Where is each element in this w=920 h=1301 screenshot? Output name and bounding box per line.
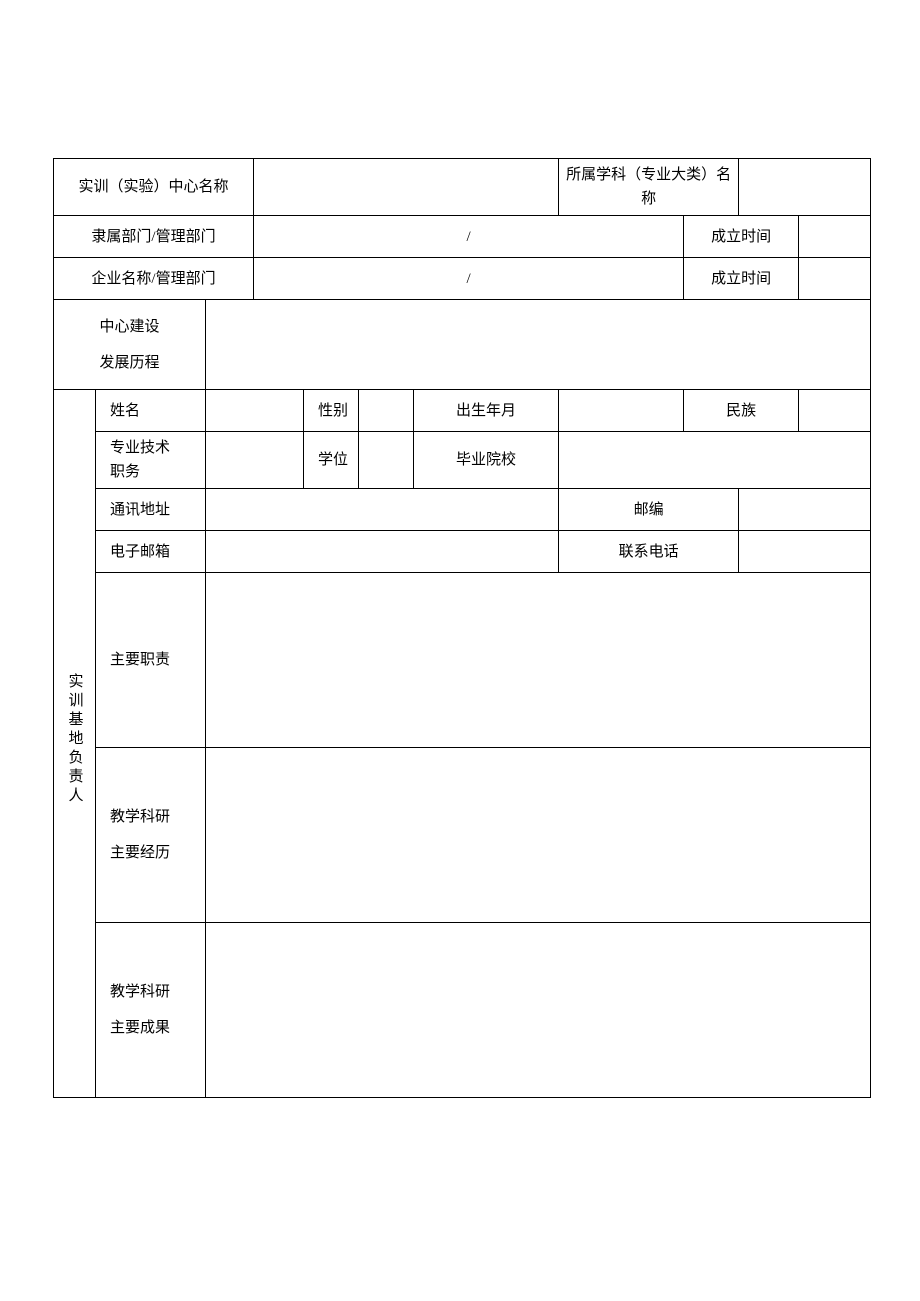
label-phone: 联系电话 xyxy=(559,531,739,573)
label-email: 电子邮箱 xyxy=(96,531,206,573)
label-teach-ach-l2: 主要成果 xyxy=(110,1020,170,1036)
value-address xyxy=(206,489,559,531)
label-establish-time-2: 成立时间 xyxy=(684,258,799,300)
label-teach-exp-l2: 主要经历 xyxy=(110,845,170,861)
value-birth xyxy=(559,390,684,432)
label-teach-exp-l1: 教学科研 xyxy=(110,809,170,825)
value-center-name xyxy=(254,159,559,216)
value-enterprise-name: / xyxy=(254,258,684,300)
label-center-name: 实训（实验）中心名称 xyxy=(54,159,254,216)
row-personal-1: 实训基地负责人 姓名 性别 出生年月 民族 xyxy=(54,390,871,432)
label-degree: 学位 xyxy=(304,432,359,489)
label-ethnicity: 民族 xyxy=(684,390,799,432)
value-teach-exp xyxy=(206,748,871,923)
label-subordinate-dept: 隶属部门/管理部门 xyxy=(54,216,254,258)
row-enterprise-name: 企业名称/管理部门 / 成立时间 xyxy=(54,258,871,300)
label-enterprise-name: 企业名称/管理部门 xyxy=(54,258,254,300)
value-teach-ach xyxy=(206,923,871,1098)
label-postcode: 邮编 xyxy=(559,489,739,531)
value-email xyxy=(206,531,559,573)
value-phone xyxy=(739,531,871,573)
label-title-l2: 职务 xyxy=(110,464,140,480)
row-teach-exp: 教学科研 主要经历 xyxy=(54,748,871,923)
value-main-resp xyxy=(206,573,871,748)
label-responsible-person: 实训基地负责人 xyxy=(54,390,96,1098)
label-teach-ach-l1: 教学科研 xyxy=(110,984,170,1000)
row-email: 电子邮箱 联系电话 xyxy=(54,531,871,573)
value-gender xyxy=(359,390,414,432)
label-teach-exp: 教学科研 主要经历 xyxy=(96,748,206,923)
label-teach-ach: 教学科研 主要成果 xyxy=(96,923,206,1098)
row-center-history: 中心建设 发展历程 xyxy=(54,300,871,390)
row-teach-ach: 教学科研 主要成果 xyxy=(54,923,871,1098)
value-establish-time-1 xyxy=(799,216,871,258)
value-ethnicity xyxy=(799,390,871,432)
row-center-name: 实训（实验）中心名称 所属学科（专业大类）名称 xyxy=(54,159,871,216)
label-grad-school: 毕业院校 xyxy=(414,432,559,489)
label-center-history-l2: 发展历程 xyxy=(99,355,159,371)
label-establish-time-1: 成立时间 xyxy=(684,216,799,258)
label-center-history: 中心建设 发展历程 xyxy=(54,300,206,390)
value-postcode xyxy=(739,489,871,531)
value-name xyxy=(206,390,304,432)
value-establish-time-2 xyxy=(799,258,871,300)
label-responsible-person-text: 实训基地负责人 xyxy=(63,673,87,806)
row-subordinate-dept: 隶属部门/管理部门 / 成立时间 xyxy=(54,216,871,258)
label-address: 通讯地址 xyxy=(96,489,206,531)
value-degree xyxy=(359,432,414,489)
label-discipline-name: 所属学科（专业大类）名称 xyxy=(559,159,739,216)
value-grad-school xyxy=(559,432,871,489)
row-address: 通讯地址 邮编 xyxy=(54,489,871,531)
row-personal-2: 专业技术 职务 学位 毕业院校 xyxy=(54,432,871,489)
row-main-resp: 主要职责 xyxy=(54,573,871,748)
value-center-history xyxy=(206,300,871,390)
application-form-table: 实训（实验）中心名称 所属学科（专业大类）名称 隶属部门/管理部门 / 成立时间… xyxy=(53,158,871,1098)
label-title: 专业技术 职务 xyxy=(96,432,206,489)
label-title-l1: 专业技术 xyxy=(110,440,170,456)
value-title xyxy=(206,432,304,489)
label-center-history-l1: 中心建设 xyxy=(99,319,159,335)
value-subordinate-dept: / xyxy=(254,216,684,258)
label-main-resp: 主要职责 xyxy=(96,573,206,748)
label-name-field: 姓名 xyxy=(96,390,206,432)
label-birth: 出生年月 xyxy=(414,390,559,432)
value-discipline-name xyxy=(739,159,871,216)
label-gender: 性别 xyxy=(304,390,359,432)
